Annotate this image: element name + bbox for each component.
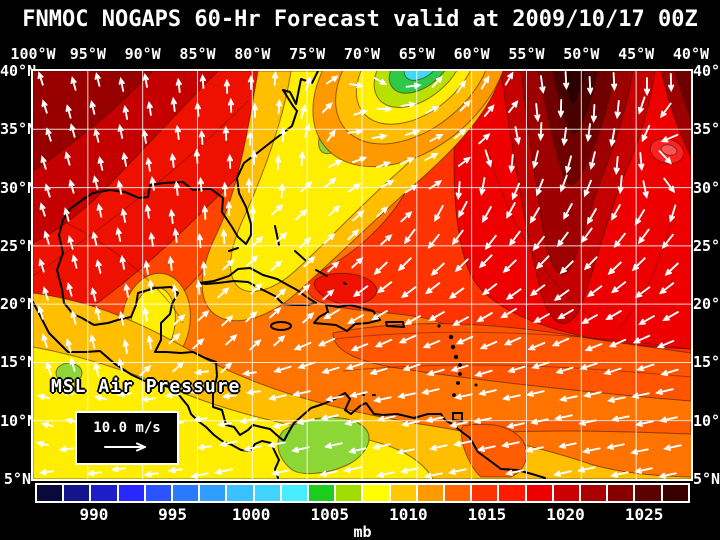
colorbar-segment <box>417 485 444 501</box>
lon-tick-label: 60°W <box>453 45 490 63</box>
lat-tick-label: 30°N <box>0 178 37 197</box>
colorbar-segment <box>635 485 661 501</box>
lon-tick-label: 90°W <box>124 45 161 63</box>
colorbar-segment <box>309 485 335 501</box>
lon-tick-label: 100°W <box>10 45 56 63</box>
lat-tick-label: 30°N <box>693 178 720 197</box>
wind-speed-legend: 10.0 m/s <box>75 411 179 465</box>
lat-tick-label: 20°N <box>693 295 720 314</box>
lat-tick-label: 10°N <box>693 411 720 430</box>
wind-reference-arrow <box>104 442 146 452</box>
lon-tick-label: 75°W <box>289 45 326 63</box>
lat-tick-label: 25°N <box>0 236 37 255</box>
colorbar-segment <box>608 485 634 501</box>
lon-tick-label: 95°W <box>69 45 106 63</box>
wind-arrows-layer <box>35 71 682 479</box>
island-dots <box>437 324 478 397</box>
lat-tick-label: 35°N <box>693 120 720 139</box>
lon-tick-label: 50°W <box>563 45 600 63</box>
lat-tick-label: 15°N <box>0 353 37 372</box>
lon-tick-label: 65°W <box>398 45 435 63</box>
colorbar-unit: mb <box>353 523 372 540</box>
colorbar-segment <box>254 485 280 501</box>
lat-tick-label: 20°N <box>0 295 37 314</box>
colorbar-segment <box>445 485 471 501</box>
colorbar-segment <box>526 485 552 501</box>
colorbar-segment <box>581 485 607 501</box>
lat-tick-label: 40°N <box>0 62 37 80</box>
colorbar-segment <box>118 485 144 501</box>
lat-tick-label: 25°N <box>693 236 720 255</box>
lon-tick-label: 70°W <box>343 45 381 63</box>
field-label: MSL Air Pressure <box>51 376 241 397</box>
colorbar-tick-label: 1025 <box>624 505 664 524</box>
colorbar-segment <box>363 485 389 501</box>
colorbar-segment <box>173 485 199 501</box>
pressure-map-svg <box>33 71 691 479</box>
pressure-colorbar <box>35 483 690 503</box>
colorbar-tick-label: 1005 <box>310 505 350 524</box>
wind-speed-value: 10.0 m/s <box>93 420 161 436</box>
colorbar-segment <box>37 485 63 501</box>
colorbar-segment <box>200 485 226 501</box>
lon-tick-label: 55°W <box>508 45 545 63</box>
lat-tick-label: 5°N <box>693 470 720 489</box>
longitude-axis-top: 100°W 95°W 90°W 85°W 80°W 75°W 70°W 65°W 60°W 55°… <box>0 45 720 63</box>
colorbar-segment <box>227 485 253 501</box>
colorbar-segment <box>336 485 362 501</box>
lat-tick-label: 5°N <box>3 470 31 489</box>
colorbar-tick-label: 1020 <box>546 505 585 524</box>
colorbar-tick-label: 1000 <box>231 505 271 524</box>
colorbar-segment <box>472 485 498 501</box>
lon-tick-label: 40°W <box>672 45 710 63</box>
colorbar-tick-label: 990 <box>79 505 109 524</box>
lon-tick-label: 45°W <box>618 45 655 63</box>
lon-tick-label: 85°W <box>179 45 216 63</box>
colorbar-segment <box>499 485 525 501</box>
colorbar-segment <box>390 485 416 501</box>
colorbar-segment <box>64 485 90 501</box>
colorbar-segment <box>91 485 117 501</box>
colorbar-tick-label: 1010 <box>389 505 428 524</box>
colorbar-segment <box>662 485 688 501</box>
lat-tick-label: 35°N <box>0 120 37 139</box>
colorbar-segment <box>281 485 308 501</box>
lat-tick-label: 40°N <box>693 62 720 80</box>
colorbar-tick-labels: 990 995 1000 1005 1010 1015 1020 1025 <box>35 505 690 524</box>
map-area: MSL Air Pressure 10.0 m/s <box>31 69 693 481</box>
lat-tick-label: 15°N <box>693 353 720 372</box>
chart-title: FNMOC NOGAPS 60-Hr Forecast valid at 200… <box>22 7 698 32</box>
colorbar-tick-label: 1015 <box>467 505 507 524</box>
lon-tick-label: 80°W <box>234 45 271 63</box>
colorbar-segment <box>145 485 172 501</box>
colorbar-tick-label: 995 <box>158 505 187 524</box>
colorbar-segment <box>553 485 580 501</box>
lat-tick-label: 10°N <box>0 411 37 430</box>
